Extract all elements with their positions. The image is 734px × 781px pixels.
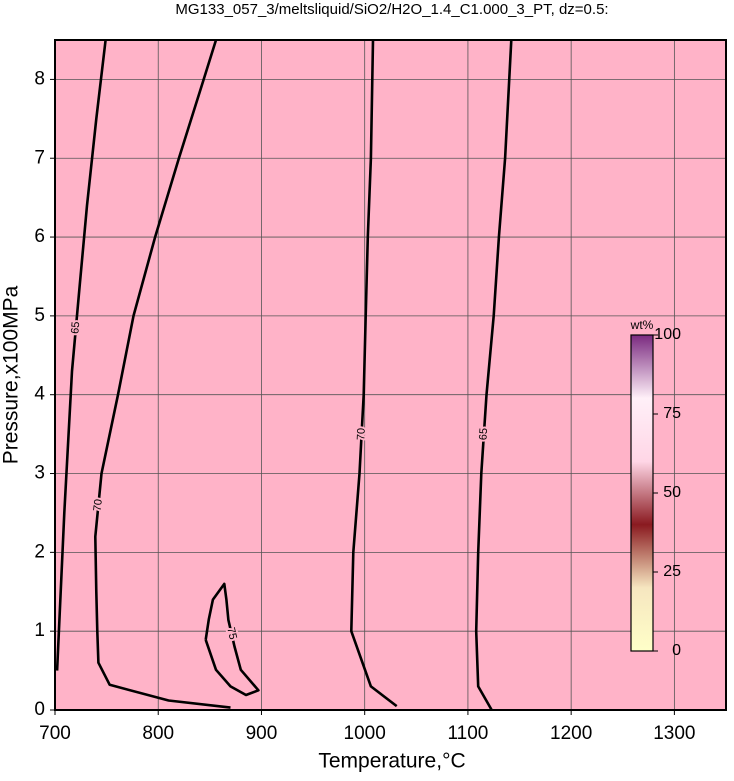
x-tick-label: 1300 <box>653 723 695 744</box>
x-tick-label: 1200 <box>550 723 592 744</box>
colorbar-label: wt% <box>630 318 654 332</box>
contour-label: 70 <box>92 498 105 511</box>
y-tick-label: 4 <box>34 384 45 405</box>
colorbar-tick-label: 25 <box>663 563 681 580</box>
contour-label: 65 <box>69 321 82 334</box>
colorbar-tick-label: 75 <box>663 405 681 422</box>
y-tick-label: 0 <box>34 699 45 720</box>
contour-line <box>474 39 513 711</box>
x-tick-label: 900 <box>246 723 278 744</box>
contour-line <box>55 39 107 671</box>
contour-line <box>204 582 260 697</box>
plot-frame <box>54 39 727 711</box>
contour-label: 65 <box>477 428 490 441</box>
y-tick-label: 3 <box>34 463 45 484</box>
y-tick-label: 2 <box>34 541 45 562</box>
x-tick-label: 1000 <box>344 723 386 744</box>
y-tick-label: 1 <box>34 620 45 641</box>
y-tick-label: 7 <box>34 147 45 168</box>
contour-line <box>94 39 231 709</box>
y-axis-label: Pressure,x100MPa <box>0 285 23 464</box>
x-tick-label: 700 <box>39 723 71 744</box>
contour-label: 70 <box>355 428 368 441</box>
colorbar <box>630 334 654 652</box>
y-tick-label: 8 <box>34 68 45 89</box>
x-tick-label: 1100 <box>447 723 488 744</box>
chart-title: MG133_057_3/meltsliquid/SiO2/H2O_1.4_C1.… <box>175 1 608 18</box>
colorbar-tick-label: 50 <box>663 484 681 501</box>
y-tick-label: 5 <box>34 305 45 326</box>
x-tick-label: 800 <box>142 723 174 744</box>
contour-line <box>350 39 398 708</box>
colorbar-tick-label: 0 <box>672 642 681 659</box>
plot-area <box>55 40 726 710</box>
x-axis-label: Temperature,°C <box>318 750 465 773</box>
contour-label: 75 <box>224 626 238 641</box>
colorbar-tick-label: 100 <box>654 326 681 343</box>
y-tick-label: 6 <box>34 226 45 247</box>
